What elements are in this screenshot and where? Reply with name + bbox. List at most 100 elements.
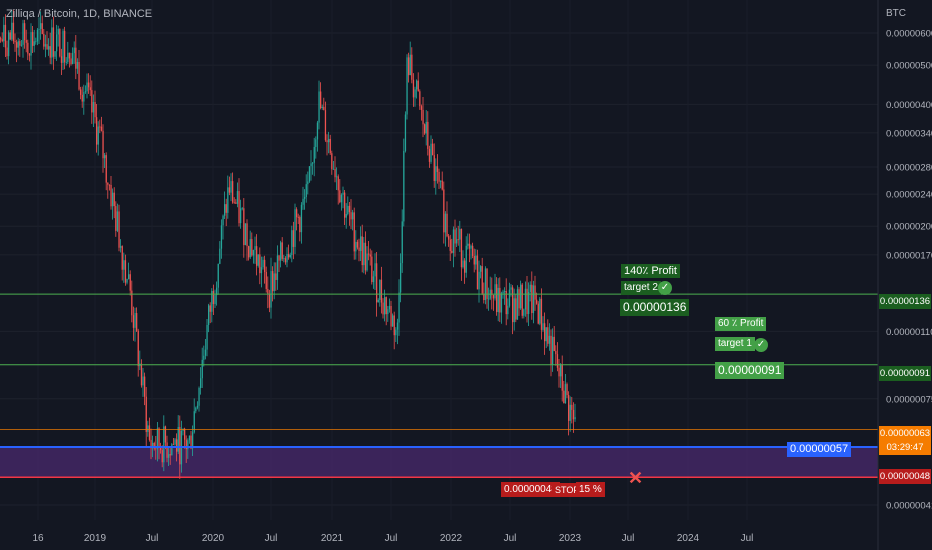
candle-body (329, 138, 331, 154)
candle-body (134, 313, 136, 328)
candle-body (33, 41, 35, 46)
candle-body (537, 303, 539, 324)
candle-body (512, 287, 514, 323)
candle-body (502, 291, 504, 294)
candle-body (324, 110, 327, 141)
candle-body (496, 284, 498, 313)
candle-body (126, 279, 128, 283)
candle-body (505, 290, 507, 315)
candle-body (200, 378, 202, 388)
candle-body (32, 32, 34, 46)
candle-body (281, 242, 283, 259)
candle-body (83, 92, 85, 102)
candle-body (492, 295, 495, 299)
candle-body (424, 124, 426, 134)
candle-body (532, 285, 535, 314)
time-tick-label: Jul (504, 533, 517, 544)
price-axis[interactable]: 0.00000600 0.00000500 0.00000400 0.00000340… (886, 29, 932, 512)
target1-price-box: 0.00000091 (715, 362, 785, 379)
candle-body (302, 198, 304, 205)
candle-body (49, 46, 51, 58)
candle-body (436, 166, 439, 172)
candle-body (480, 266, 482, 272)
candle-body (468, 243, 471, 249)
candle-body (14, 41, 16, 43)
candle-body (107, 182, 109, 185)
candle-body (160, 446, 162, 451)
candle-body (155, 448, 157, 450)
candle-body (542, 323, 544, 330)
candle-body (232, 181, 234, 203)
candle-body (57, 28, 59, 35)
candle-body (260, 267, 263, 274)
countdown-badge: 03:29:47 (879, 440, 931, 455)
price-tick-label: 0.00000400 (886, 100, 932, 111)
candle-body (153, 442, 155, 449)
candle-body (540, 298, 543, 330)
candle-body (193, 411, 195, 433)
candle-body (43, 33, 45, 47)
candle-body (524, 288, 527, 310)
candle-body (452, 229, 455, 253)
candle-body (128, 274, 130, 280)
candle-body (12, 22, 15, 42)
candle-body (235, 202, 237, 204)
candle-body (443, 189, 445, 233)
candle-body (217, 263, 219, 288)
candle-body (368, 253, 370, 255)
candle-body (278, 255, 280, 261)
candle-body (136, 313, 138, 331)
candle-body (361, 236, 363, 266)
candle-body (294, 209, 296, 247)
candle-body (449, 239, 451, 251)
candle-body (11, 22, 13, 40)
candle-body (297, 217, 299, 218)
candle-body (372, 276, 375, 283)
candle-body (400, 263, 402, 293)
candle-body (76, 62, 79, 69)
candle-body (337, 176, 339, 191)
candle-body (91, 90, 93, 113)
target1-price-badge: 0.00000091 (879, 366, 931, 381)
candle-body (86, 82, 88, 92)
candle-body (254, 246, 256, 250)
time-tick-label: Jul (622, 533, 635, 544)
candle-body (179, 426, 181, 465)
candle-body (323, 106, 325, 111)
candle-body (3, 24, 5, 42)
candle-body (529, 284, 531, 292)
time-tick-label: Jul (741, 533, 754, 544)
candle-body (62, 30, 64, 63)
candle-body (187, 440, 189, 450)
time-axis[interactable]: 16 2019 Jul 2020 Jul 2021 Jul 2022 Jul 2023 Jul 202… (32, 533, 753, 544)
candle-body (121, 246, 123, 270)
candle-body (318, 91, 320, 123)
candle-body (89, 87, 91, 91)
candle-body (441, 180, 443, 190)
candle-body (64, 30, 66, 63)
candle-body (523, 309, 525, 316)
candle-body (454, 229, 456, 244)
candle-body (172, 444, 175, 446)
candle-body (352, 212, 354, 220)
candle-body (268, 294, 271, 308)
candle-body (300, 204, 303, 233)
candle-body (283, 258, 285, 260)
candle-body (131, 290, 133, 316)
candle-body (382, 302, 384, 315)
candle-body (115, 206, 117, 231)
candle-body (280, 242, 282, 261)
candle-body (118, 211, 120, 248)
candle-body (248, 246, 250, 258)
candle-body (568, 395, 570, 421)
candle-body (272, 271, 274, 292)
candle-body (230, 181, 232, 193)
candle-body (112, 192, 114, 207)
price-tick-label: 0.00000170 (886, 250, 932, 261)
candle-body (28, 53, 31, 56)
candle-body (320, 91, 322, 109)
candle-body (56, 34, 58, 52)
candle-body (332, 169, 335, 170)
candle-body (408, 57, 410, 76)
